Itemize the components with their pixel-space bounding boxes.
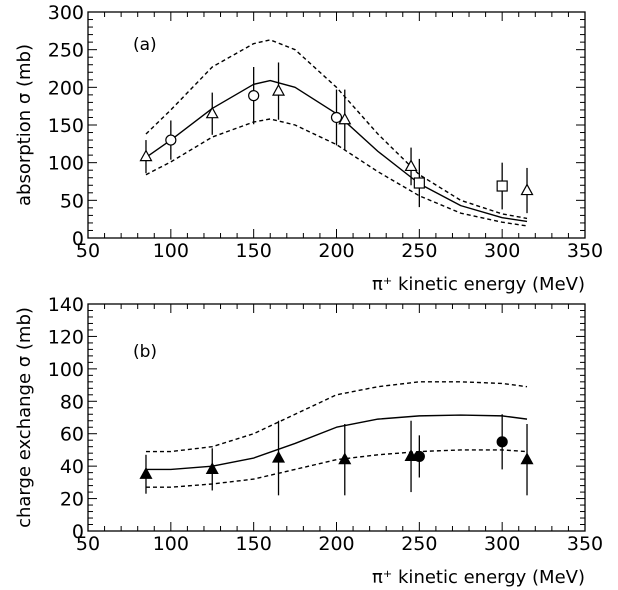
y-tick-label: 200 [48, 77, 84, 99]
x-tick-label: 100 [153, 533, 189, 555]
x-tick-label: 250 [401, 533, 437, 555]
x-axis-label: π⁺ kinetic energy (MeV) [372, 274, 585, 295]
data-point [338, 89, 352, 150]
triangle-marker [338, 452, 352, 465]
model-curve [145, 414, 528, 471]
y-tick-label: 0 [72, 521, 84, 543]
data-point [205, 448, 219, 491]
y-tick-label: 60 [60, 424, 84, 446]
data-point [165, 120, 177, 160]
circle-marker [496, 436, 508, 448]
data-point [338, 423, 352, 496]
data-point [330, 89, 343, 146]
square-marker [496, 180, 508, 192]
x-tick-label: 50 [76, 533, 100, 555]
uncertainty-band-curve [145, 449, 528, 488]
y-tick-label: 250 [48, 40, 84, 62]
data-point [205, 92, 219, 135]
y-tick-label: 300 [48, 2, 84, 24]
data-point [404, 147, 418, 186]
x-tick-label: 50 [76, 240, 100, 262]
triangle-marker [272, 83, 286, 96]
x-tick-label: 200 [318, 240, 354, 262]
panel-label: (b) [133, 342, 157, 362]
y-tick-label: 80 [60, 391, 84, 413]
data-point [413, 158, 425, 208]
data-point [139, 454, 153, 494]
data-point [404, 420, 418, 493]
data-point [520, 167, 534, 214]
triangle-marker [139, 149, 153, 162]
data-point [139, 140, 153, 174]
y-tick-label: 150 [48, 115, 84, 137]
data-point [496, 414, 508, 470]
triangle-marker [404, 449, 418, 462]
triangle-marker [338, 112, 352, 125]
data-point [272, 420, 286, 496]
chart-panel-1: 50 100 150 200 250 300 350050100150200250300π⁺… [14, 2, 603, 295]
data-point [520, 423, 534, 496]
triangle-marker [139, 467, 153, 479]
x-axis-label: π⁺ kinetic energy (MeV) [372, 567, 585, 588]
data-point [496, 162, 508, 210]
y-tick-label: 0 [72, 228, 84, 250]
data-point [413, 435, 425, 478]
y-tick-label: 100 [48, 153, 84, 175]
uncertainty-band-curve [145, 381, 528, 453]
x-tick-label: 200 [318, 533, 354, 555]
triangle-marker [205, 462, 219, 474]
circle-marker [330, 111, 343, 124]
chart-panel-2: 50 100 150 200 250 300 350 0 20 40 60 80 100 120 140 π⁺… [14, 294, 603, 588]
y-tick-label: 120 [48, 326, 84, 348]
panel-label: (a) [133, 35, 157, 55]
square-marker [413, 177, 425, 189]
triangle-marker [205, 106, 219, 119]
x-tick-label: 150 [236, 533, 272, 555]
y-tick-label: 100 [48, 359, 84, 381]
triangle-marker [520, 183, 534, 196]
circle-marker [413, 450, 425, 463]
y-axis-label: charge exchange σ (mb) [14, 307, 35, 528]
model-curve [145, 79, 528, 223]
y-tick-label: 40 [60, 456, 84, 478]
data-point [248, 66, 260, 125]
uncertainty-band-curve [145, 118, 528, 227]
y-tick-label: 20 [60, 489, 84, 511]
triangle-marker [404, 159, 418, 172]
x-tick-label: 150 [236, 240, 272, 262]
circle-marker [165, 134, 177, 146]
y-tick-label: 50 [60, 190, 84, 212]
y-tick-label: 140 [48, 294, 84, 316]
x-tick-label: 250 [401, 240, 437, 262]
x-tick-label: 350 [567, 533, 603, 555]
triangle-marker [272, 450, 286, 463]
x-tick-label: 100 [153, 240, 189, 262]
triangle-marker [520, 452, 534, 465]
y-axis-label: absorption σ (mb) [14, 44, 35, 206]
x-tick-label: 300 [484, 240, 520, 262]
data-point [272, 62, 286, 120]
uncertainty-band-curve [145, 39, 528, 220]
x-tick-label: 350 [567, 240, 603, 262]
circle-marker [248, 90, 260, 102]
x-tick-label: 300 [484, 533, 520, 555]
